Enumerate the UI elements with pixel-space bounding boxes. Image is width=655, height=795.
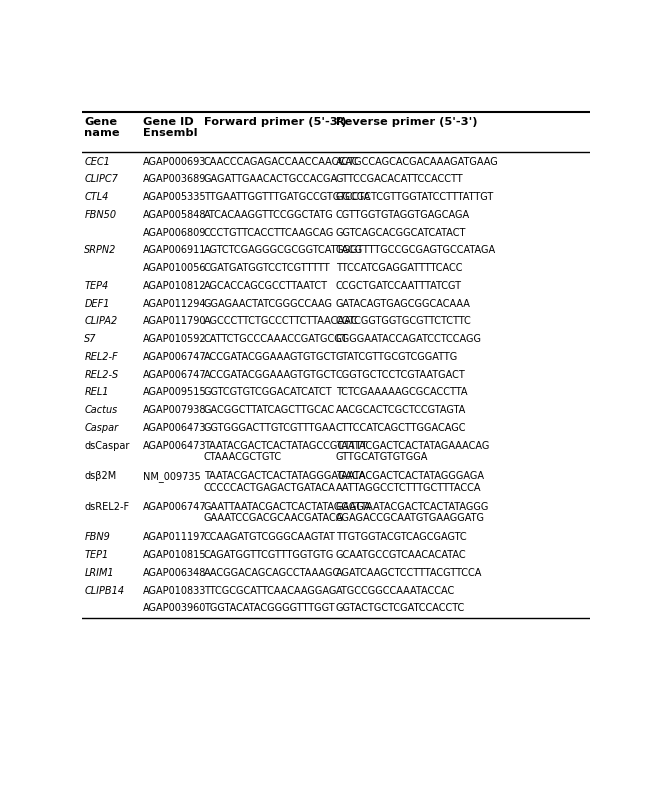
Text: AGAP000693: AGAP000693 (143, 157, 206, 167)
Text: CLIPB14: CLIPB14 (84, 586, 124, 595)
Text: AGAP006809: AGAP006809 (143, 227, 206, 238)
Text: Gene
name: Gene name (84, 117, 120, 138)
Text: AGAP003689: AGAP003689 (143, 174, 206, 184)
Text: AGAP011790: AGAP011790 (143, 316, 206, 327)
Text: dsCaspar: dsCaspar (84, 440, 130, 451)
Text: TEP4: TEP4 (84, 281, 109, 291)
Text: AGTCTCGAGGGCGCGGTCATTACG: AGTCTCGAGGGCGCGGTCATTACG (204, 246, 363, 255)
Text: AGAP006473: AGAP006473 (143, 423, 206, 433)
Text: Caspar: Caspar (84, 423, 119, 433)
Text: AGAP005335: AGAP005335 (143, 192, 206, 202)
Text: AACGCACTCGCTCCGTAGTA: AACGCACTCGCTCCGTAGTA (335, 405, 466, 415)
Text: AGAP006747: AGAP006747 (143, 370, 206, 380)
Text: AGAP010812: AGAP010812 (143, 281, 206, 291)
Text: AGAP006473: AGAP006473 (143, 440, 206, 451)
Text: AGAP005848: AGAP005848 (143, 210, 206, 220)
Text: TAATACGACTCACTATAGCCGCTTTT
CTAAACGCTGTC: TAATACGACTCACTATAGCCGCTTTT CTAAACGCTGTC (204, 440, 367, 462)
Text: REL2-F: REL2-F (84, 352, 118, 362)
Text: DEF1: DEF1 (84, 299, 110, 308)
Text: GAATTAATACGACTCACTATAGGG
AGAGACCGCAATGTGAAGGATG: GAATTAATACGACTCACTATAGGG AGAGACCGCAATGTG… (335, 502, 489, 523)
Text: Gene ID
Ensembl: Gene ID Ensembl (143, 117, 197, 138)
Text: AGAP010815: AGAP010815 (143, 550, 206, 560)
Text: dsREL2-F: dsREL2-F (84, 502, 130, 512)
Text: SRPN2: SRPN2 (84, 246, 117, 255)
Text: CGGTGCTCCTCGTAATGACT: CGGTGCTCCTCGTAATGACT (335, 370, 466, 380)
Text: Forward primer (5'-3'): Forward primer (5'-3') (204, 117, 346, 127)
Text: REL2-S: REL2-S (84, 370, 119, 380)
Text: GGTACTGCTCGATCCACCTC: GGTACTGCTCGATCCACCTC (335, 603, 465, 614)
Text: AGAP009515: AGAP009515 (143, 387, 206, 398)
Text: ATGCCGGCCAAATACCAC: ATGCCGGCCAAATACCAC (335, 586, 455, 595)
Text: AGAP010056: AGAP010056 (143, 263, 206, 273)
Text: GATACAGTGAGCGGCACAAA: GATACAGTGAGCGGCACAAA (335, 299, 470, 308)
Text: ATCACAAGGTTCCGGCTATG: ATCACAAGGTTCCGGCTATG (204, 210, 333, 220)
Text: S7: S7 (84, 334, 97, 344)
Text: CAACCCAGAGACCAACCAACCAC: CAACCCAGAGACCAACCAACCAC (204, 157, 359, 167)
Text: GACGGCTTATCAGCTTGCAC: GACGGCTTATCAGCTTGCAC (204, 405, 335, 415)
Text: NM_009735: NM_009735 (143, 471, 200, 482)
Text: ACTGCCAGCACGACAAAGATGAAG: ACTGCCAGCACGACAAAGATGAAG (335, 157, 498, 167)
Text: CEC1: CEC1 (84, 157, 110, 167)
Text: AGAP006747: AGAP006747 (143, 502, 206, 512)
Text: TAATACGACTCACTATAGGGAGA
AATTAGGCCTCTTTGCTTTACCA: TAATACGACTCACTATAGGGAGA AATTAGGCCTCTTTGC… (335, 471, 483, 493)
Text: GAGATTGAACACTGCCACGA: GAGATTGAACACTGCCACGA (204, 174, 338, 184)
Text: FBN9: FBN9 (84, 533, 110, 542)
Text: TAATACGACTCACTATAGGGAGACA
CCCCCACTGAGACTGATACA: TAATACGACTCACTATAGGGAGACA CCCCCACTGAGACT… (204, 471, 365, 493)
Text: AGAP006348: AGAP006348 (143, 568, 206, 578)
Text: CLIPC7: CLIPC7 (84, 174, 119, 184)
Text: Cactus: Cactus (84, 405, 118, 415)
Text: CGTTGGTGTAGGTGAGCAGA: CGTTGGTGTAGGTGAGCAGA (335, 210, 470, 220)
Text: CGATGATGGTCCTCGTTTTT: CGATGATGGTCCTCGTTTTT (204, 263, 330, 273)
Text: TTGTGGTACGTCAGCGAGTC: TTGTGGTACGTCAGCGAGTC (335, 533, 466, 542)
Text: CGGGAATACCAGATCCTCCAGG: CGGGAATACCAGATCCTCCAGG (335, 334, 481, 344)
Text: GGGTTTTGCCGCGAGTGCCATAGA: GGGTTTTGCCGCGAGTGCCATAGA (335, 246, 496, 255)
Text: CTL4: CTL4 (84, 192, 109, 202)
Text: AGAP010592: AGAP010592 (143, 334, 206, 344)
Text: AGAP011294: AGAP011294 (143, 299, 206, 308)
Text: CCAAGATGTCGGGCAAGTAT: CCAAGATGTCGGGCAAGTAT (204, 533, 335, 542)
Text: TGGTACATACGGGGTTTGGT: TGGTACATACGGGGTTTGGT (204, 603, 334, 614)
Text: AGATCAAGCTCCTTTACGTTCCA: AGATCAAGCTCCTTTACGTTCCA (335, 568, 482, 578)
Text: dsβ2M: dsβ2M (84, 471, 117, 481)
Text: GAATTAATACGACTCACTATAGGGGA
GAAATCCGACGCAACGATACG: GAATTAATACGACTCACTATAGGGGA GAAATCCGACGCA… (204, 502, 371, 523)
Text: AGAP006747: AGAP006747 (143, 352, 206, 362)
Text: AACGGACAGCAGCCTAAAGC: AACGGACAGCAGCCTAAAGC (204, 568, 340, 578)
Text: GGCGCTCGTTGGTATCCTTTATTGT: GGCGCTCGTTGGTATCCTTTATTGT (335, 192, 494, 202)
Text: TCTCGAAAAAGCGCACCTTA: TCTCGAAAAAGCGCACCTTA (335, 387, 467, 398)
Text: AGAP007938: AGAP007938 (143, 405, 206, 415)
Text: CLIPA2: CLIPA2 (84, 316, 118, 327)
Text: AGAP010833: AGAP010833 (143, 586, 206, 595)
Text: GTATCGTTGCGTCGGATTG: GTATCGTTGCGTCGGATTG (335, 352, 458, 362)
Text: GTTCCGACACATTCCACCTT: GTTCCGACACATTCCACCTT (335, 174, 463, 184)
Text: GGTGGGACTTGTCGTTTGAA: GGTGGGACTTGTCGTTTGAA (204, 423, 336, 433)
Text: CCCTGTTCACCTTCAAGCAG: CCCTGTTCACCTTCAAGCAG (204, 227, 334, 238)
Text: AGAP011197: AGAP011197 (143, 533, 206, 542)
Text: CGTCGGTGGTGCGTTCTCTTC: CGTCGGTGGTGCGTTCTCTTC (335, 316, 472, 327)
Text: FBN50: FBN50 (84, 210, 117, 220)
Text: GGTCAGCACGGCATCATACT: GGTCAGCACGGCATCATACT (335, 227, 466, 238)
Text: REL1: REL1 (84, 387, 109, 398)
Text: AGCCCTTCTGCCCTTCTTAACAAC: AGCCCTTCTGCCCTTCTTAACAAC (204, 316, 358, 327)
Text: TTGAATTGGTTTGATGCCGTGTCCTA: TTGAATTGGTTTGATGCCGTGTCCTA (204, 192, 370, 202)
Text: GCAATGCCGTCAACACATAC: GCAATGCCGTCAACACATAC (335, 550, 466, 560)
Text: Reverse primer (5'-3'): Reverse primer (5'-3') (335, 117, 477, 127)
Text: AGAP003960: AGAP003960 (143, 603, 206, 614)
Text: LRIM1: LRIM1 (84, 568, 114, 578)
Text: ACCGATACGGAAAGTGTGCT: ACCGATACGGAAAGTGTGCT (204, 352, 337, 362)
Text: GGTCGTGTCGGACATCATCT: GGTCGTGTCGGACATCATCT (204, 387, 332, 398)
Text: AGCACCAGCGCCTTAATCT: AGCACCAGCGCCTTAATCT (204, 281, 328, 291)
Text: TTCCATCGAGGATTTTCACC: TTCCATCGAGGATTTTCACC (335, 263, 462, 273)
Text: CAGATGGTTCGTTTGGTGTG: CAGATGGTTCGTTTGGTGTG (204, 550, 334, 560)
Text: CATTCTGCCCAAACCGATGCGT: CATTCTGCCCAAACCGATGCGT (204, 334, 348, 344)
Text: TTCGCGCATTCAACAAGGAG: TTCGCGCATTCAACAAGGAG (204, 586, 336, 595)
Text: TAATACGACTCACTATAGAAACAG
GTTGCATGTGTGGA: TAATACGACTCACTATAGAAACAG GTTGCATGTGTGGA (335, 440, 489, 462)
Text: ACCGATACGGAAAGTGTGCT: ACCGATACGGAAAGTGTGCT (204, 370, 337, 380)
Text: CTTCCATCAGCTTGGACAGC: CTTCCATCAGCTTGGACAGC (335, 423, 466, 433)
Text: GGAGAACTATCGGGCCAAG: GGAGAACTATCGGGCCAAG (204, 299, 333, 308)
Text: CCGCTGATCCAATTTATCGT: CCGCTGATCCAATTTATCGT (335, 281, 462, 291)
Text: TEP1: TEP1 (84, 550, 109, 560)
Text: AGAP006911: AGAP006911 (143, 246, 206, 255)
